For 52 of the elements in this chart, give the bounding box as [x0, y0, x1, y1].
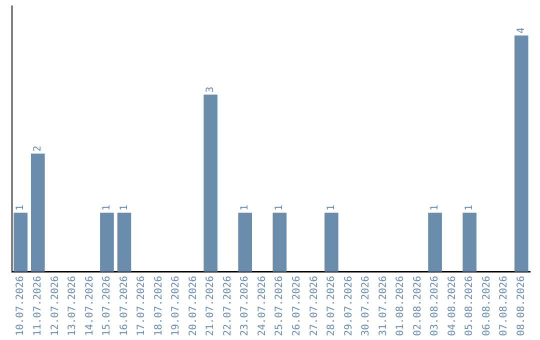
x-tick-label: 14.07.2026 [84, 276, 96, 336]
x-tick-label: 23.07.2026 [240, 276, 251, 336]
x-tick-label: 01.08.2026 [395, 276, 406, 336]
data-label: 2 [32, 146, 44, 152]
bar [514, 36, 528, 272]
bar [428, 212, 442, 272]
data-label: 1 [464, 204, 476, 211]
data-label: 1 [274, 204, 286, 211]
x-tick-label: 10.07.2026 [15, 276, 26, 336]
x-tick-label: 15.07.2026 [102, 276, 113, 336]
x-tick-label: 02.08.2026 [412, 276, 424, 336]
data-label: 1 [240, 204, 251, 211]
data-label: 4 [516, 28, 527, 34]
bar [238, 212, 252, 272]
x-tick-label: 06.08.2026 [481, 276, 492, 336]
x-tick-label: 21.07.2026 [205, 276, 216, 336]
x-tick-label: 12.07.2026 [50, 276, 61, 336]
x-tick-label: 16.07.2026 [118, 276, 130, 336]
x-tick-label: 08.08.2026 [516, 276, 527, 336]
bar [14, 212, 28, 272]
data-label: 1 [118, 204, 130, 211]
x-tick-label: 29.07.2026 [343, 276, 354, 336]
x-tick-label: 18.07.2026 [153, 276, 164, 336]
x-tick-label: 24.07.2026 [256, 276, 268, 336]
x-tick-label: 27.07.2026 [308, 276, 320, 336]
x-tick-label: 22.07.2026 [222, 276, 234, 336]
bar [324, 212, 338, 272]
x-tick-label: 28.07.2026 [326, 276, 338, 336]
bar [272, 212, 287, 272]
data-label: 1 [15, 204, 26, 211]
data-label: 1 [326, 204, 338, 211]
x-tick-label: 13.07.2026 [67, 276, 78, 336]
bar [117, 212, 132, 272]
x-tick-label: 20.07.2026 [188, 276, 199, 336]
x-tick-label: 25.07.2026 [274, 276, 286, 336]
x-tick-label: 17.07.2026 [136, 276, 148, 336]
data-label: 1 [430, 204, 441, 211]
x-tick-label: 04.08.2026 [446, 276, 458, 336]
x-tick-label: 07.08.2026 [498, 276, 510, 336]
x-tick-label: 11.07.2026 [32, 276, 44, 336]
bar [100, 212, 114, 272]
x-tick-label: 30.07.2026 [360, 276, 372, 336]
x-tick-label: 03.08.2026 [430, 276, 441, 336]
data-label: 1 [102, 204, 113, 211]
data-label: 3 [205, 86, 216, 93]
x-tick-label: 05.08.2026 [464, 276, 476, 336]
bar [30, 154, 45, 272]
x-tick-label: 19.07.2026 [170, 276, 182, 336]
x-tick-label: 26.07.2026 [291, 276, 302, 336]
bar [462, 212, 476, 272]
bar [204, 94, 218, 272]
x-tick-label: 31.07.2026 [378, 276, 389, 336]
